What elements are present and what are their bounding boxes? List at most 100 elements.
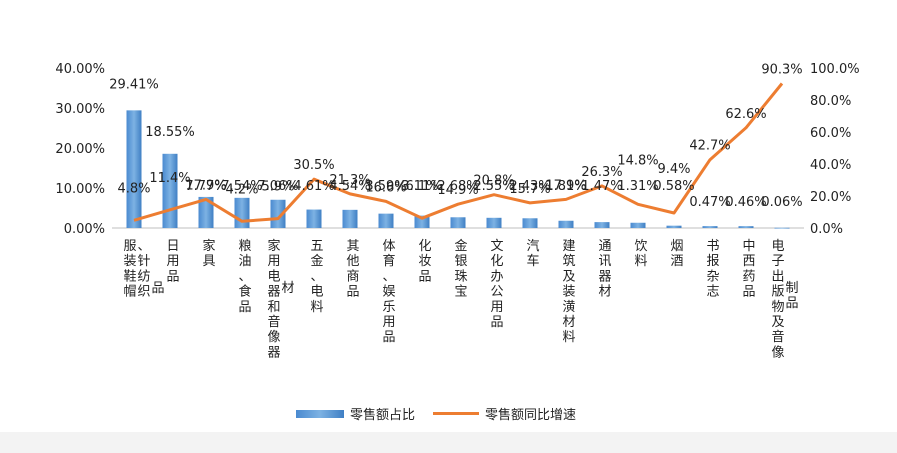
category-label-char: 出 (771, 269, 784, 284)
category-label-char: 鞋 (123, 268, 136, 284)
line-data-label: 9.4% (657, 162, 690, 177)
category-label-char: 品 (166, 269, 179, 284)
category-label-char: 服 (123, 239, 136, 254)
bar (126, 110, 142, 228)
legend-swatch-line (433, 412, 480, 415)
bar-data-label: 7.77% (185, 179, 226, 194)
bar (774, 227, 790, 229)
bar-data-label: 1.47% (581, 179, 622, 194)
category-label-char: 药 (742, 269, 755, 284)
category-label-char: 中 (742, 239, 755, 254)
bar (198, 196, 214, 228)
category-label-char: 金 (454, 238, 467, 254)
line-data-label: 15.7% (509, 182, 550, 197)
category-label: 粮油、食品 (238, 239, 251, 315)
category-label-char: 宝 (454, 285, 467, 300)
line-data-label: 62.6% (725, 107, 766, 122)
category-label-char: 银 (454, 254, 467, 269)
category-label-char: 五 (310, 239, 323, 254)
category-label-char: 办 (490, 269, 503, 284)
legend-label-line: 零售额同比增速 (485, 408, 577, 423)
category-label: 体育、娱乐用品 (382, 239, 395, 345)
category-label-char: 纺 (137, 269, 150, 284)
line-data-label: 90.3% (761, 63, 802, 78)
line-data-label: 6.1% (405, 179, 438, 194)
line-data-label: 14.8% (617, 153, 658, 168)
bar (666, 225, 682, 228)
bar-data-label: 0.46% (725, 195, 766, 210)
bar (234, 197, 250, 228)
legend-swatch-bar (296, 409, 344, 418)
category-label-char: 像 (267, 330, 280, 345)
category-label-char: 、 (137, 239, 150, 254)
category-label-char: 音 (267, 314, 280, 330)
bar (558, 220, 574, 228)
category-label-char: 、 (310, 269, 323, 284)
category-label-char: 杂 (706, 269, 719, 284)
category-label: 烟酒 (670, 239, 683, 269)
category-label-char: 器 (267, 285, 280, 300)
line-data-label: 11.4% (149, 171, 190, 186)
bar-data-label: 0.47% (689, 195, 730, 210)
y-left-tick-label: 30.00% (55, 102, 105, 117)
category-label-char: 潢 (562, 300, 575, 315)
category-label-char: 金 (310, 253, 323, 269)
category-label-char: 装 (123, 254, 136, 269)
category-label-char: 汽 (526, 239, 539, 254)
category-label: 日用品 (166, 239, 179, 284)
y-left-tick-label: 20.00% (55, 142, 105, 157)
category-label-char: 他 (346, 254, 359, 269)
category-label: 化妆品 (418, 239, 431, 284)
bar-data-label: 7.06% (257, 179, 298, 194)
category-label-char: 报 (706, 254, 719, 269)
bar (738, 226, 754, 228)
category-label: 家用电器和音像器 (267, 238, 280, 360)
line-data-label: 42.7% (689, 139, 730, 154)
category-label-char: 及 (562, 269, 575, 284)
bar (702, 226, 718, 228)
line-data-label: 14.9% (437, 183, 478, 198)
category-label-char: 珠 (454, 269, 467, 284)
category-label-char: 品 (785, 296, 798, 311)
category-label-char: 帽 (123, 284, 136, 300)
bar (378, 213, 394, 228)
line-data-label: 26.3% (581, 165, 622, 180)
bar-data-label: 4.54% (329, 179, 370, 194)
category-label-char: 电 (771, 239, 784, 254)
bar (342, 209, 358, 228)
y-right-tick-label: 0.0% (810, 222, 843, 237)
category-label-char: 乐 (382, 300, 395, 315)
bar-data-label: 3.59% (365, 179, 406, 194)
category-label-char: 、 (238, 269, 251, 284)
category-label: 家具 (202, 238, 215, 269)
line-data-label: 17.9% (545, 178, 586, 193)
y-right-tick-label: 20.0% (810, 190, 851, 205)
category-label-char: 品 (490, 315, 503, 330)
category-label-char: 用 (267, 254, 280, 269)
legend-item-bar: 零售额占比 (296, 404, 415, 423)
category-label-char: 具 (202, 254, 215, 269)
category-label-char: 志 (706, 285, 719, 300)
category-label-char: 用 (166, 254, 179, 269)
bar (306, 209, 322, 228)
category-label-char: 其 (346, 239, 359, 254)
category-label-char: 音 (771, 329, 784, 345)
category-label-char: 文 (490, 239, 503, 254)
bar-data-label: 2.68% (437, 179, 478, 194)
category-label-char: 装 (562, 285, 575, 300)
y-left-tick-label: 10.00% (55, 182, 105, 197)
bar (270, 199, 286, 228)
line-data-label: 4.2% (225, 182, 258, 197)
category-label-char: 材 (281, 281, 294, 296)
category-label: 材 (281, 281, 294, 296)
category-label-char: 料 (310, 300, 323, 315)
category-label-char: 体 (382, 239, 395, 254)
category-label-char: 商 (346, 269, 359, 284)
category-label-char: 品 (418, 269, 431, 284)
category-label-char: 家 (202, 238, 215, 254)
line-series (133, 82, 784, 223)
category-label-char: 品 (382, 330, 395, 345)
line-data-label: 20.8% (473, 174, 514, 189)
category-label-char: 育 (382, 253, 395, 269)
bar-data-label: 0.06% (761, 195, 802, 210)
